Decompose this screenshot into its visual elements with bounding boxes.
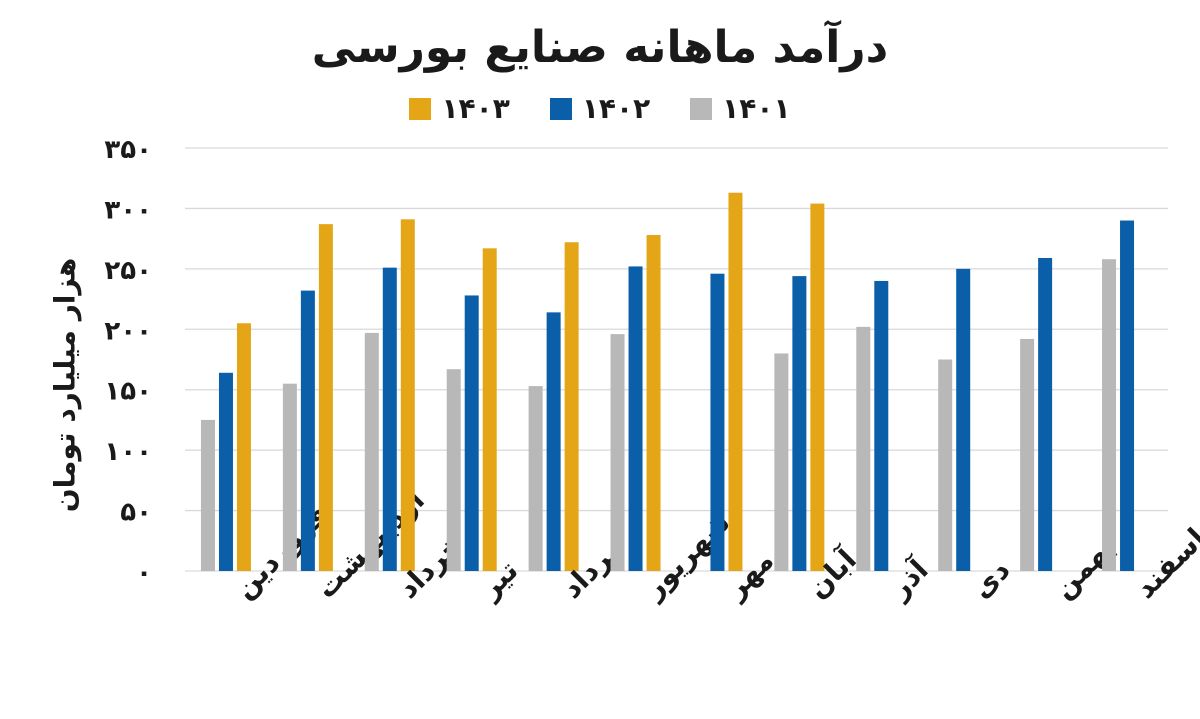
bar-1-8 <box>774 353 789 571</box>
legend-item: ۱۴۰۱ <box>690 92 791 125</box>
y-tick-label: ۳۵۰ <box>104 135 152 165</box>
y-tick-label: ۲۵۰ <box>104 256 152 286</box>
bar-3-8 <box>810 203 825 571</box>
bar-2-8 <box>792 276 807 571</box>
x-tick-label: آبان <box>800 541 864 605</box>
bar-3-4 <box>482 248 497 571</box>
bar-3-2 <box>318 224 333 571</box>
bar-2-6 <box>628 266 643 571</box>
x-tick-label: دی <box>965 553 1017 605</box>
bar-2-11 <box>1038 257 1053 571</box>
bar-1-12 <box>1102 259 1117 571</box>
bar-2-1 <box>218 372 233 571</box>
x-tick-label: مهر <box>718 544 780 606</box>
bar-2-10 <box>956 268 971 571</box>
bar-3-7 <box>728 192 743 571</box>
legend-swatch <box>549 97 572 120</box>
bar-3-3 <box>400 219 415 571</box>
y-tick-label: ۵۰ <box>120 498 152 528</box>
bar-1-9 <box>856 326 871 571</box>
legend-label: ۱۴۰۱ <box>722 92 791 125</box>
bar-2-12 <box>1120 220 1135 571</box>
legend-label: ۱۴۰۲ <box>581 92 651 125</box>
bar-1-5 <box>528 386 543 571</box>
bar-1-1 <box>200 419 215 571</box>
bar-1-10 <box>938 359 953 571</box>
bar-2-3 <box>382 267 397 571</box>
y-tick-label: ۲۰۰ <box>104 316 152 346</box>
x-tick-label: آذر <box>881 552 936 607</box>
y-tick-label: ۳۰۰ <box>104 195 152 225</box>
bar-2-4 <box>464 295 479 571</box>
chart-title: درآمد ماهانه صنایع بورسی <box>311 22 889 73</box>
bar-3-6 <box>646 235 661 571</box>
bar-2-2 <box>300 290 315 571</box>
legend-label: ۱۴۰۳ <box>441 92 510 125</box>
bar-1-6 <box>610 334 625 571</box>
bar-2-7 <box>710 273 725 571</box>
bar-1-3 <box>364 332 379 571</box>
y-tick-label: ۱۰۰ <box>104 437 152 467</box>
bar-2-9 <box>874 280 889 571</box>
bar-1-11 <box>1020 338 1035 571</box>
legend: ۱۴۰۳ ۱۴۰۲ ۱۴۰۱ <box>0 92 1200 125</box>
x-tick-label: اسفند <box>1129 522 1200 605</box>
y-tick-label: ۱۵۰ <box>104 377 152 407</box>
legend-swatch <box>690 97 713 120</box>
legend-item: ۱۴۰۳ <box>409 92 510 125</box>
y-tick-label: ۰ <box>136 558 152 588</box>
bar-3-5 <box>564 242 579 572</box>
legend-swatch <box>409 97 432 120</box>
legend-item: ۱۴۰۲ <box>549 92 651 125</box>
x-tick-label: تیر <box>472 554 525 607</box>
bar-1-4 <box>446 369 461 571</box>
bar-2-5 <box>546 312 561 571</box>
bar-3-1 <box>236 323 251 571</box>
bar-1-2 <box>282 383 297 571</box>
